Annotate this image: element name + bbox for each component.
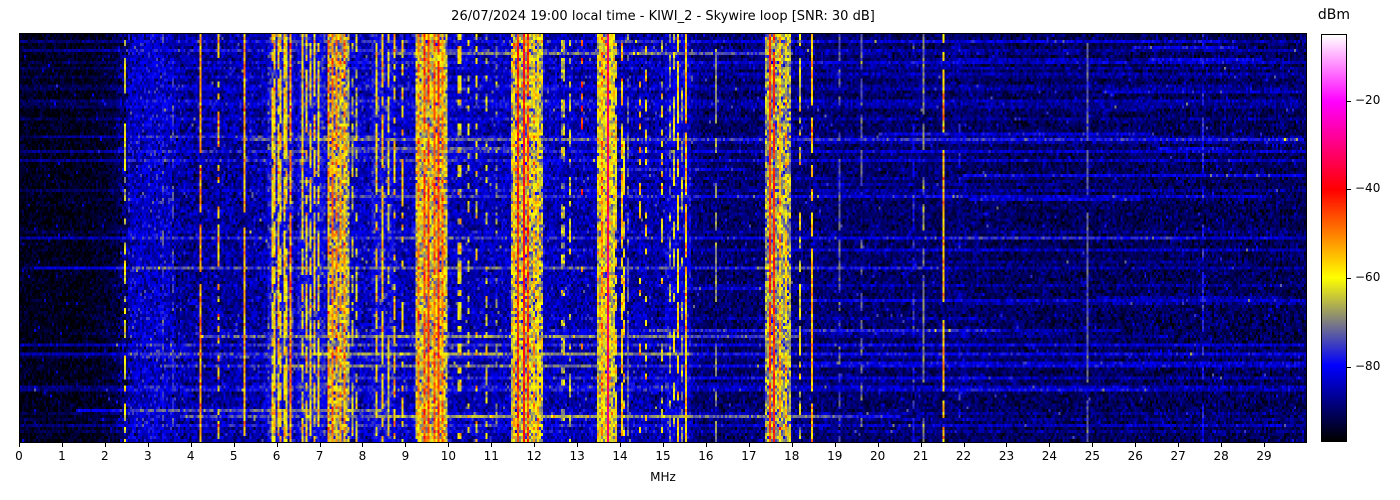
- x-tick-mark: [319, 443, 321, 447]
- x-tick-mark: [1092, 443, 1094, 447]
- x-tick-mark: [920, 443, 922, 447]
- x-tick-label: 10: [440, 449, 456, 463]
- colorbar-tick-label: −20: [1355, 92, 1381, 107]
- x-tick-label: 7: [315, 449, 324, 463]
- x-tick-mark: [748, 443, 750, 447]
- x-tick-label: 9: [401, 449, 410, 463]
- colorbar: [1321, 34, 1347, 442]
- x-tick-label: 17: [741, 449, 757, 463]
- x-tick-mark: [1264, 443, 1266, 447]
- x-tick-mark: [1221, 443, 1223, 447]
- waterfall-plot: [19, 33, 1307, 443]
- x-tick-label: 19: [827, 449, 843, 463]
- x-tick-label: 13: [569, 449, 585, 463]
- colorbar-tick-label: −80: [1355, 358, 1381, 373]
- x-tick-mark: [190, 443, 192, 447]
- x-tick-label: 14: [612, 449, 628, 463]
- x-tick-mark: [963, 443, 965, 447]
- x-tick-mark: [405, 443, 407, 447]
- x-tick-label: 12: [526, 449, 542, 463]
- colorbar-tick-mark: [1347, 189, 1351, 191]
- colorbar-label: dBm: [1317, 7, 1351, 23]
- x-tick-mark: [19, 443, 20, 447]
- x-tick-mark: [1135, 443, 1137, 447]
- x-tick-mark: [705, 443, 707, 447]
- colorbar-tick-label: −40: [1355, 181, 1381, 196]
- colorbar-tick-label: −60: [1355, 269, 1381, 284]
- x-axis-label: MHz: [650, 470, 676, 484]
- x-tick-mark: [147, 443, 149, 447]
- x-tick-label: 26: [1127, 449, 1143, 463]
- x-tick-label: 24: [1041, 449, 1058, 463]
- x-tick-mark: [362, 443, 364, 447]
- x-tick-mark: [534, 443, 536, 447]
- x-tick-mark: [1049, 443, 1051, 447]
- x-tick-label: 21: [912, 449, 929, 463]
- x-tick-mark: [834, 443, 836, 447]
- colorbar-tick-mark: [1347, 100, 1351, 102]
- x-tick-label: 4: [186, 449, 195, 463]
- x-tick-mark: [1006, 443, 1008, 447]
- x-tick-label: 11: [483, 449, 499, 463]
- x-tick-label: 28: [1213, 449, 1229, 463]
- x-tick-label: 27: [1170, 449, 1186, 463]
- x-tick-mark: [448, 443, 450, 447]
- x-tick-label: 22: [955, 449, 972, 463]
- x-tick-label: 23: [998, 449, 1015, 463]
- x-tick-mark: [1178, 443, 1180, 447]
- x-tick-mark: [276, 443, 278, 447]
- colorbar-gradient-canvas: [1322, 35, 1346, 441]
- x-tick-mark: [233, 443, 235, 447]
- x-tick-label: 16: [698, 449, 714, 463]
- x-tick-label: 8: [358, 449, 367, 463]
- x-tick-label: 2: [101, 449, 109, 463]
- x-tick-mark: [877, 443, 879, 447]
- x-tick-label: 29: [1256, 449, 1272, 463]
- x-tick-label: 25: [1084, 449, 1100, 463]
- x-tick-label: 3: [143, 449, 152, 463]
- waterfall-heatmap-canvas: [20, 34, 1306, 442]
- chart-title: 26/07/2024 19:00 local time - KIWI_2 - S…: [451, 9, 875, 24]
- x-tick-mark: [663, 443, 664, 447]
- x-tick-label: 18: [784, 449, 800, 463]
- x-tick-mark: [577, 443, 579, 447]
- x-tick-mark: [104, 443, 106, 447]
- x-tick-mark: [61, 443, 63, 447]
- x-tick-mark: [620, 443, 622, 447]
- x-tick-mark: [791, 443, 793, 447]
- x-tick-mark: [491, 443, 493, 447]
- x-tick-label: 15: [655, 449, 671, 463]
- x-tick-label: 0: [15, 449, 23, 463]
- x-tick-label: 20: [870, 449, 886, 463]
- colorbar-tick-mark: [1347, 366, 1351, 368]
- colorbar-tick-mark: [1347, 277, 1351, 279]
- x-tick-label: 5: [229, 449, 238, 463]
- x-tick-label: 1: [58, 449, 66, 463]
- x-tick-label: 6: [272, 449, 281, 463]
